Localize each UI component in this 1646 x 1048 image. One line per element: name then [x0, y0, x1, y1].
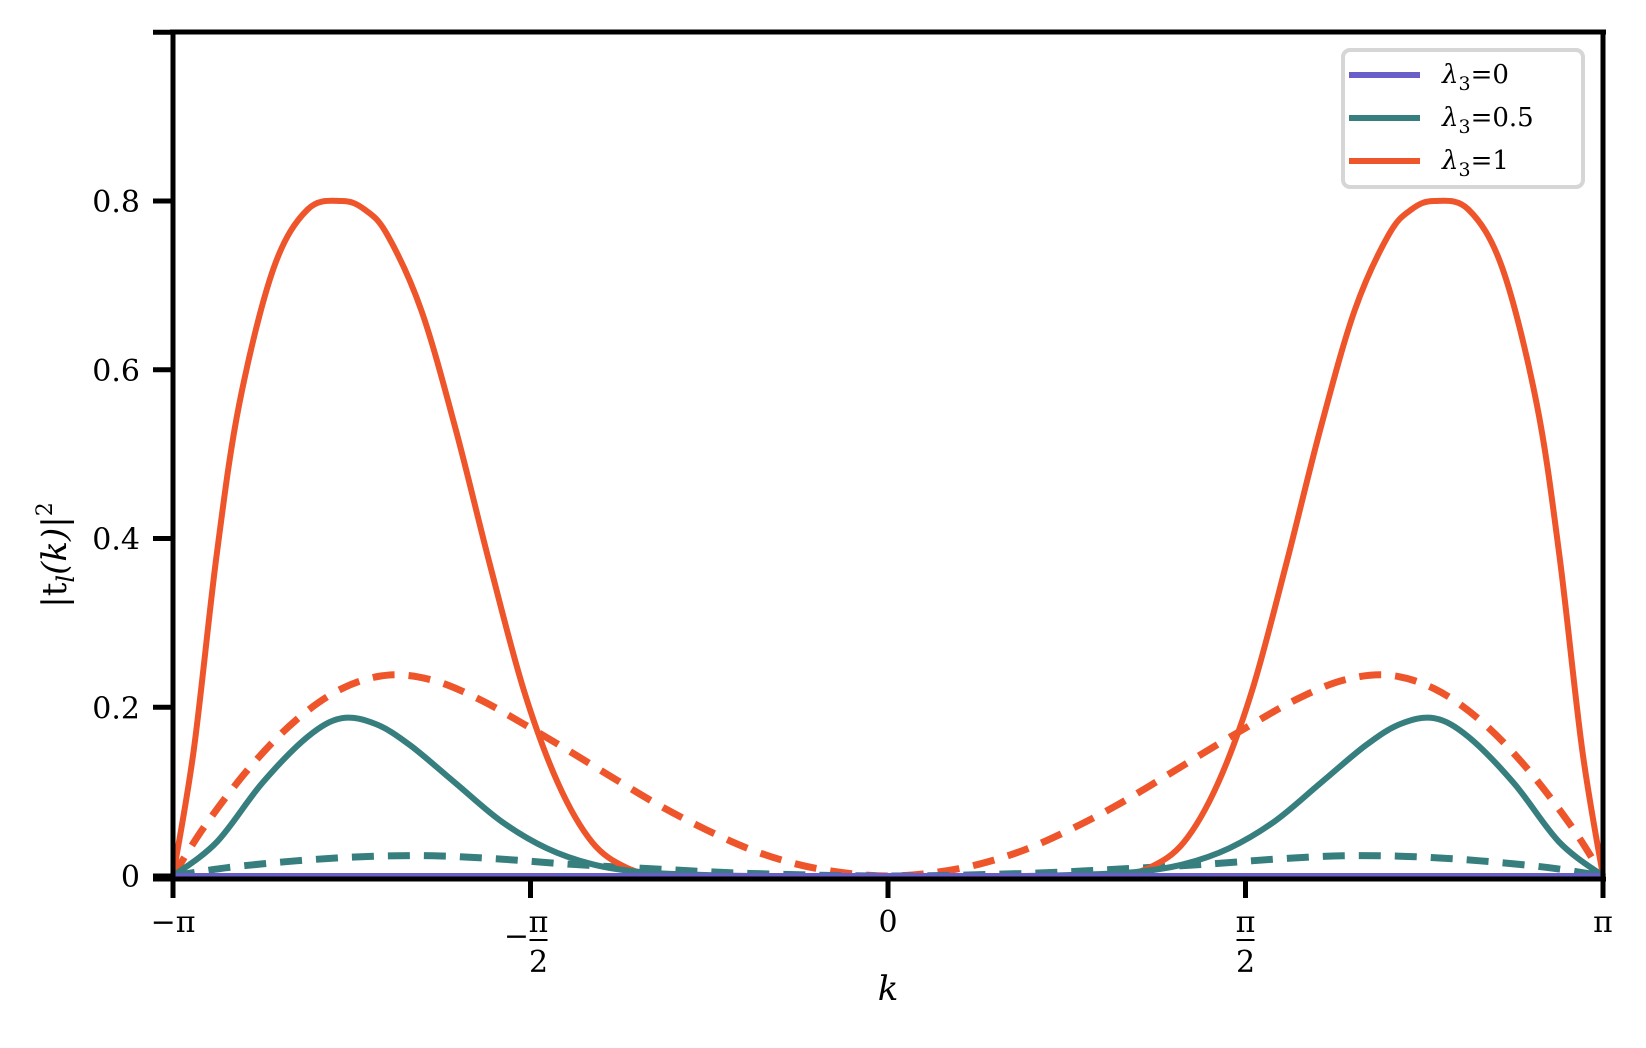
legend-item: λ3=0 [1349, 60, 1509, 95]
y-axis-ticks: 0 0.2 0.4 0.6 0.8 [92, 29, 173, 895]
axes-spines [153, 29, 1606, 882]
legend-item: λ3=0.5 [1349, 103, 1534, 138]
plot-area [170, 197, 1606, 880]
svg-text:2: 2 [1236, 945, 1255, 980]
legend-label: λ3=0 [1441, 60, 1509, 95]
legend: λ3=0 λ3=0.5 λ3=1 [1341, 48, 1585, 189]
y-tick-label: 0.2 [92, 691, 140, 726]
x-tick-label: 0 [878, 905, 897, 940]
svg-text:π: π [1236, 905, 1256, 940]
x-axis-label: k [878, 969, 899, 1009]
svg-text:2: 2 [529, 945, 548, 980]
svg-text:|tl(k)|2: |tl(k)|2 [33, 502, 80, 607]
y-tick-label: 0 [121, 860, 140, 895]
x-tick-label: − π 2 [504, 905, 548, 980]
series-line-dashed [170, 671, 1606, 880]
svg-text:π: π [529, 905, 549, 940]
legend-label: λ3=0.5 [1441, 103, 1534, 138]
legend-frame [1341, 48, 1585, 189]
y-axis-label: |tl(k)|2 [33, 502, 80, 607]
x-axis-ticks: −π − π20 π2π [151, 879, 1613, 980]
svg-text:−: − [504, 919, 529, 954]
x-tick-label: π2 [1236, 905, 1256, 980]
series-line-dashed [172, 852, 1604, 880]
legend-label: λ3=1 [1441, 146, 1509, 181]
y-tick-label: 0.4 [92, 523, 140, 558]
series-layer [170, 197, 1606, 880]
legend-item: λ3=1 [1349, 146, 1509, 181]
y-tick-label: 0.8 [92, 185, 140, 220]
y-tick-label: 0.6 [92, 354, 140, 389]
x-tick-label: −π [151, 905, 196, 940]
x-tick-label: π [1593, 905, 1613, 940]
